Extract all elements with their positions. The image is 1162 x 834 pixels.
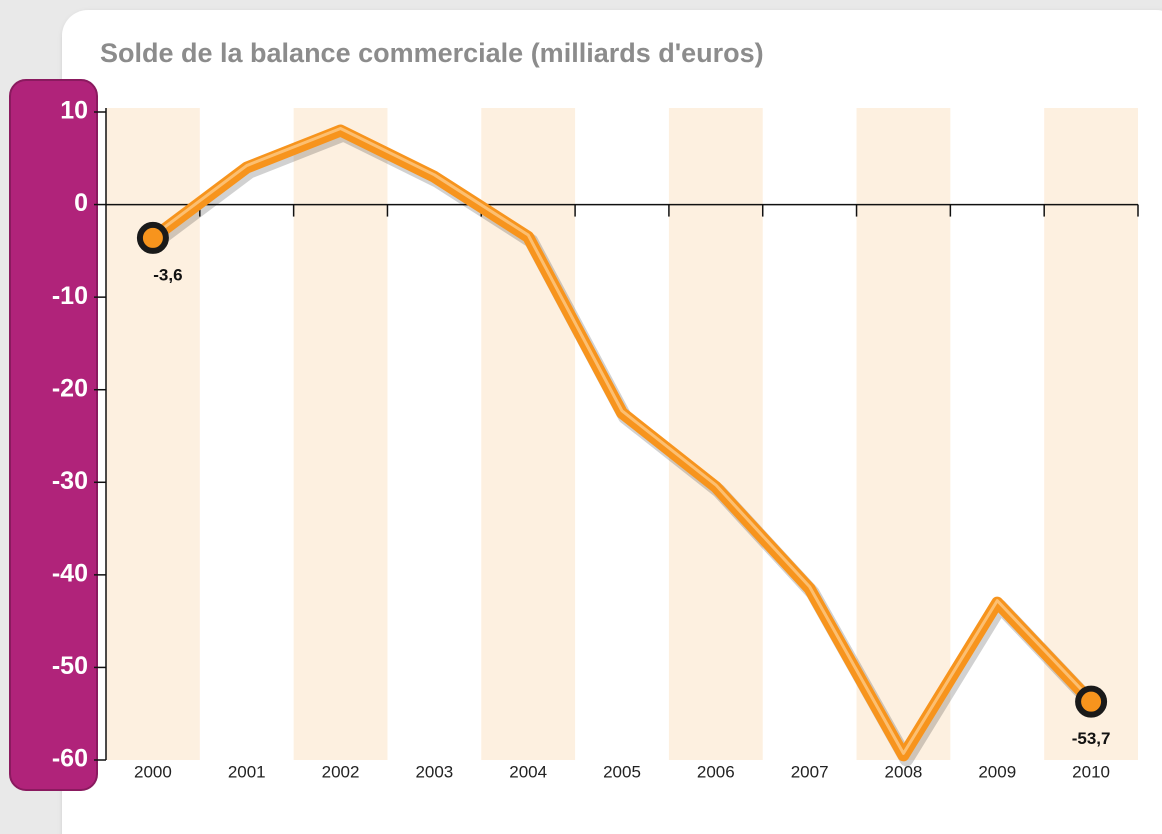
band — [481, 108, 576, 760]
x-tick-label: 2004 — [509, 762, 547, 781]
band — [293, 108, 388, 760]
x-tick-label: 2000 — [134, 762, 172, 781]
y-tick-label: -50 — [52, 652, 88, 680]
x-tick-label: 2005 — [603, 762, 641, 781]
x-tick-label: 2007 — [791, 762, 829, 781]
x-tick-label: 2008 — [885, 762, 923, 781]
y-tick-label: 10 — [60, 97, 88, 125]
y-tick-label: -40 — [52, 559, 88, 587]
y-tick-label: -30 — [52, 467, 88, 495]
card — [62, 10, 1162, 834]
x-tick-label: 2003 — [415, 762, 453, 781]
end-marker — [1075, 685, 1108, 718]
value-label: -53,7 — [1072, 729, 1111, 748]
x-tick-label: 2002 — [322, 762, 360, 781]
x-tick-label: 2006 — [697, 762, 735, 781]
y-tick-label: -10 — [52, 282, 88, 310]
bands — [106, 108, 1138, 760]
band — [1044, 108, 1138, 760]
x-tick-label: 2001 — [228, 762, 266, 781]
chart-title: Solde de la balance commerciale (milliar… — [100, 38, 764, 68]
x-tick-label: 2009 — [978, 762, 1016, 781]
band — [668, 108, 763, 760]
value-label: -3,6 — [153, 265, 182, 284]
line-highlight — [152, 127, 1093, 755]
y-tick-label: 0 — [74, 189, 88, 217]
end-marker — [136, 221, 169, 254]
y-tick-label: -20 — [52, 374, 88, 402]
x-tick-label: 2010 — [1072, 762, 1110, 781]
band — [856, 108, 951, 760]
y-tick-label: -60 — [52, 745, 88, 773]
y-axis-panel — [9, 79, 98, 791]
